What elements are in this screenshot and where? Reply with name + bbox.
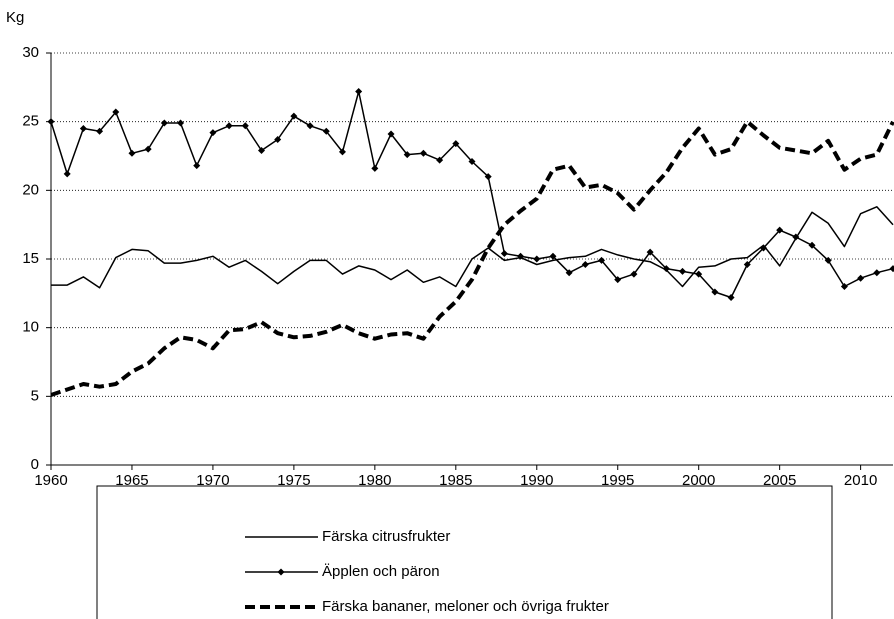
point-marker — [96, 127, 104, 135]
point-marker — [209, 129, 217, 137]
point-marker — [419, 149, 427, 157]
point-marker — [630, 270, 638, 278]
legend-box — [96, 485, 833, 619]
point-marker — [371, 164, 379, 172]
x-tick-label: 1995 — [601, 472, 634, 489]
point-marker — [290, 112, 298, 120]
point-marker — [47, 118, 55, 126]
point-marker — [193, 162, 201, 170]
point-marker — [695, 270, 703, 278]
legend-marker — [277, 568, 285, 576]
legend-label: Färska bananer, meloner och övriga frukt… — [322, 598, 609, 615]
point-marker — [338, 148, 346, 156]
point-marker — [808, 241, 816, 249]
point-marker — [225, 122, 233, 130]
x-tick-label: 1975 — [277, 472, 310, 489]
point-marker — [322, 127, 330, 135]
point-marker — [468, 157, 476, 165]
legend-label: Äpplen och päron — [322, 563, 440, 580]
point-marker — [759, 244, 767, 252]
x-tick-label: 1970 — [196, 472, 229, 489]
point-marker — [581, 260, 589, 268]
point-marker — [306, 122, 314, 130]
point-marker — [128, 149, 136, 157]
x-tick-label: 1990 — [520, 472, 553, 489]
y-axis-label: Kg — [6, 9, 24, 26]
point-marker — [824, 256, 832, 264]
point-marker — [598, 256, 606, 264]
x-tick-label: 1965 — [115, 472, 148, 489]
y-tick-label: 20 — [22, 181, 39, 198]
point-marker — [387, 130, 395, 138]
point-marker — [160, 119, 168, 127]
x-tick-label: 2005 — [763, 472, 796, 489]
point-marker — [614, 276, 622, 284]
y-tick-label: 15 — [22, 250, 39, 267]
point-marker — [776, 226, 784, 234]
y-tick-label: 30 — [22, 44, 39, 61]
point-marker — [403, 151, 411, 159]
point-marker — [112, 108, 120, 116]
legend-label: Färska citrusfrukter — [322, 528, 450, 545]
series-line — [51, 206, 894, 289]
y-tick-label: 0 — [31, 456, 39, 473]
y-tick-label: 5 — [31, 387, 39, 404]
y-tick-label: 25 — [22, 113, 39, 130]
point-marker — [258, 147, 265, 155]
point-marker — [63, 170, 71, 178]
x-tick-label: 2000 — [682, 472, 715, 489]
x-tick-label: 1980 — [358, 472, 391, 489]
point-marker — [452, 140, 460, 148]
point-marker — [533, 255, 541, 263]
point-marker — [711, 288, 719, 296]
point-marker — [889, 265, 894, 273]
point-marker — [241, 122, 249, 130]
point-marker — [857, 274, 865, 282]
point-marker — [792, 233, 800, 241]
series-line — [50, 90, 894, 299]
x-tick-label: 2010 — [844, 472, 877, 489]
point-marker — [355, 87, 363, 95]
x-tick-label: 1960 — [34, 472, 67, 489]
point-marker — [679, 267, 686, 275]
point-marker — [549, 252, 557, 260]
point-marker — [565, 269, 573, 277]
point-marker — [484, 173, 492, 181]
point-marker — [436, 156, 444, 164]
point-marker — [177, 119, 185, 127]
point-marker — [727, 293, 735, 301]
point-marker — [646, 248, 654, 256]
point-marker — [274, 136, 282, 144]
point-marker — [662, 265, 670, 273]
point-marker — [873, 269, 881, 277]
point-marker — [79, 125, 87, 133]
point-marker — [144, 145, 152, 153]
series-line — [50, 119, 894, 397]
y-tick-label: 10 — [22, 319, 39, 336]
point-marker — [517, 252, 525, 260]
point-marker — [500, 250, 508, 258]
x-tick-label: 1985 — [439, 472, 472, 489]
point-marker — [743, 260, 751, 268]
point-marker — [840, 282, 848, 290]
